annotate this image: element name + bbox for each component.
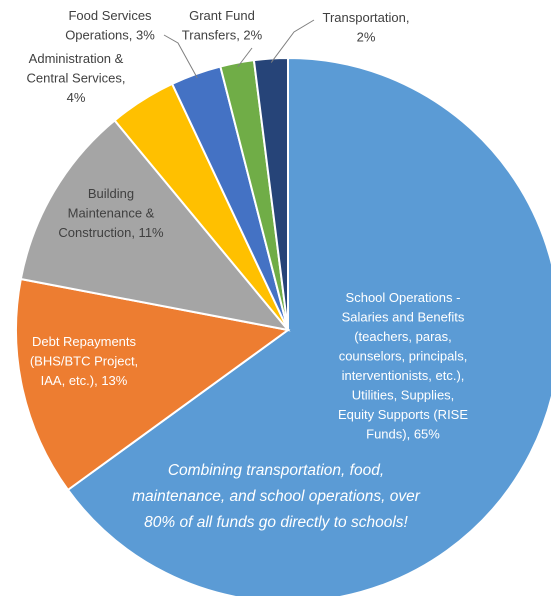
leader-line [163,34,198,79]
pie-slices [15,56,551,596]
slice-label: Food Services Operations, 3% [65,8,155,43]
pie-slice [19,119,291,332]
slice-label: Administration & Central Services, 4% [27,51,126,105]
slice-label: School Operations -Salaries and Benefits… [338,290,468,442]
slice-label: Transportation, 2% [323,10,410,45]
annotation-line: 80% of all funds go directly to schools! [144,514,408,531]
slice-label: Building Maintenance & Construction, 11% [58,186,164,240]
pie-slice [15,277,291,492]
annotation: Combining transportation, food, maintenan… [132,462,421,531]
leader-line [270,19,315,63]
annotation-line: maintenance, and school operations, over [132,488,421,505]
slice-label: Debt Repayments (BHS/BTC Project, IAA, etc… [30,334,138,388]
leader-lines [163,19,315,79]
annotation-line: Combining transportation, food, [168,462,384,479]
slice-labels: School Operations -Salaries and Benefits… [27,8,469,442]
pie-slice [252,56,289,331]
pie-slice [66,56,551,596]
leader-line [237,47,253,68]
slice-label: Grant Fund Transfers, 2% [182,8,263,43]
